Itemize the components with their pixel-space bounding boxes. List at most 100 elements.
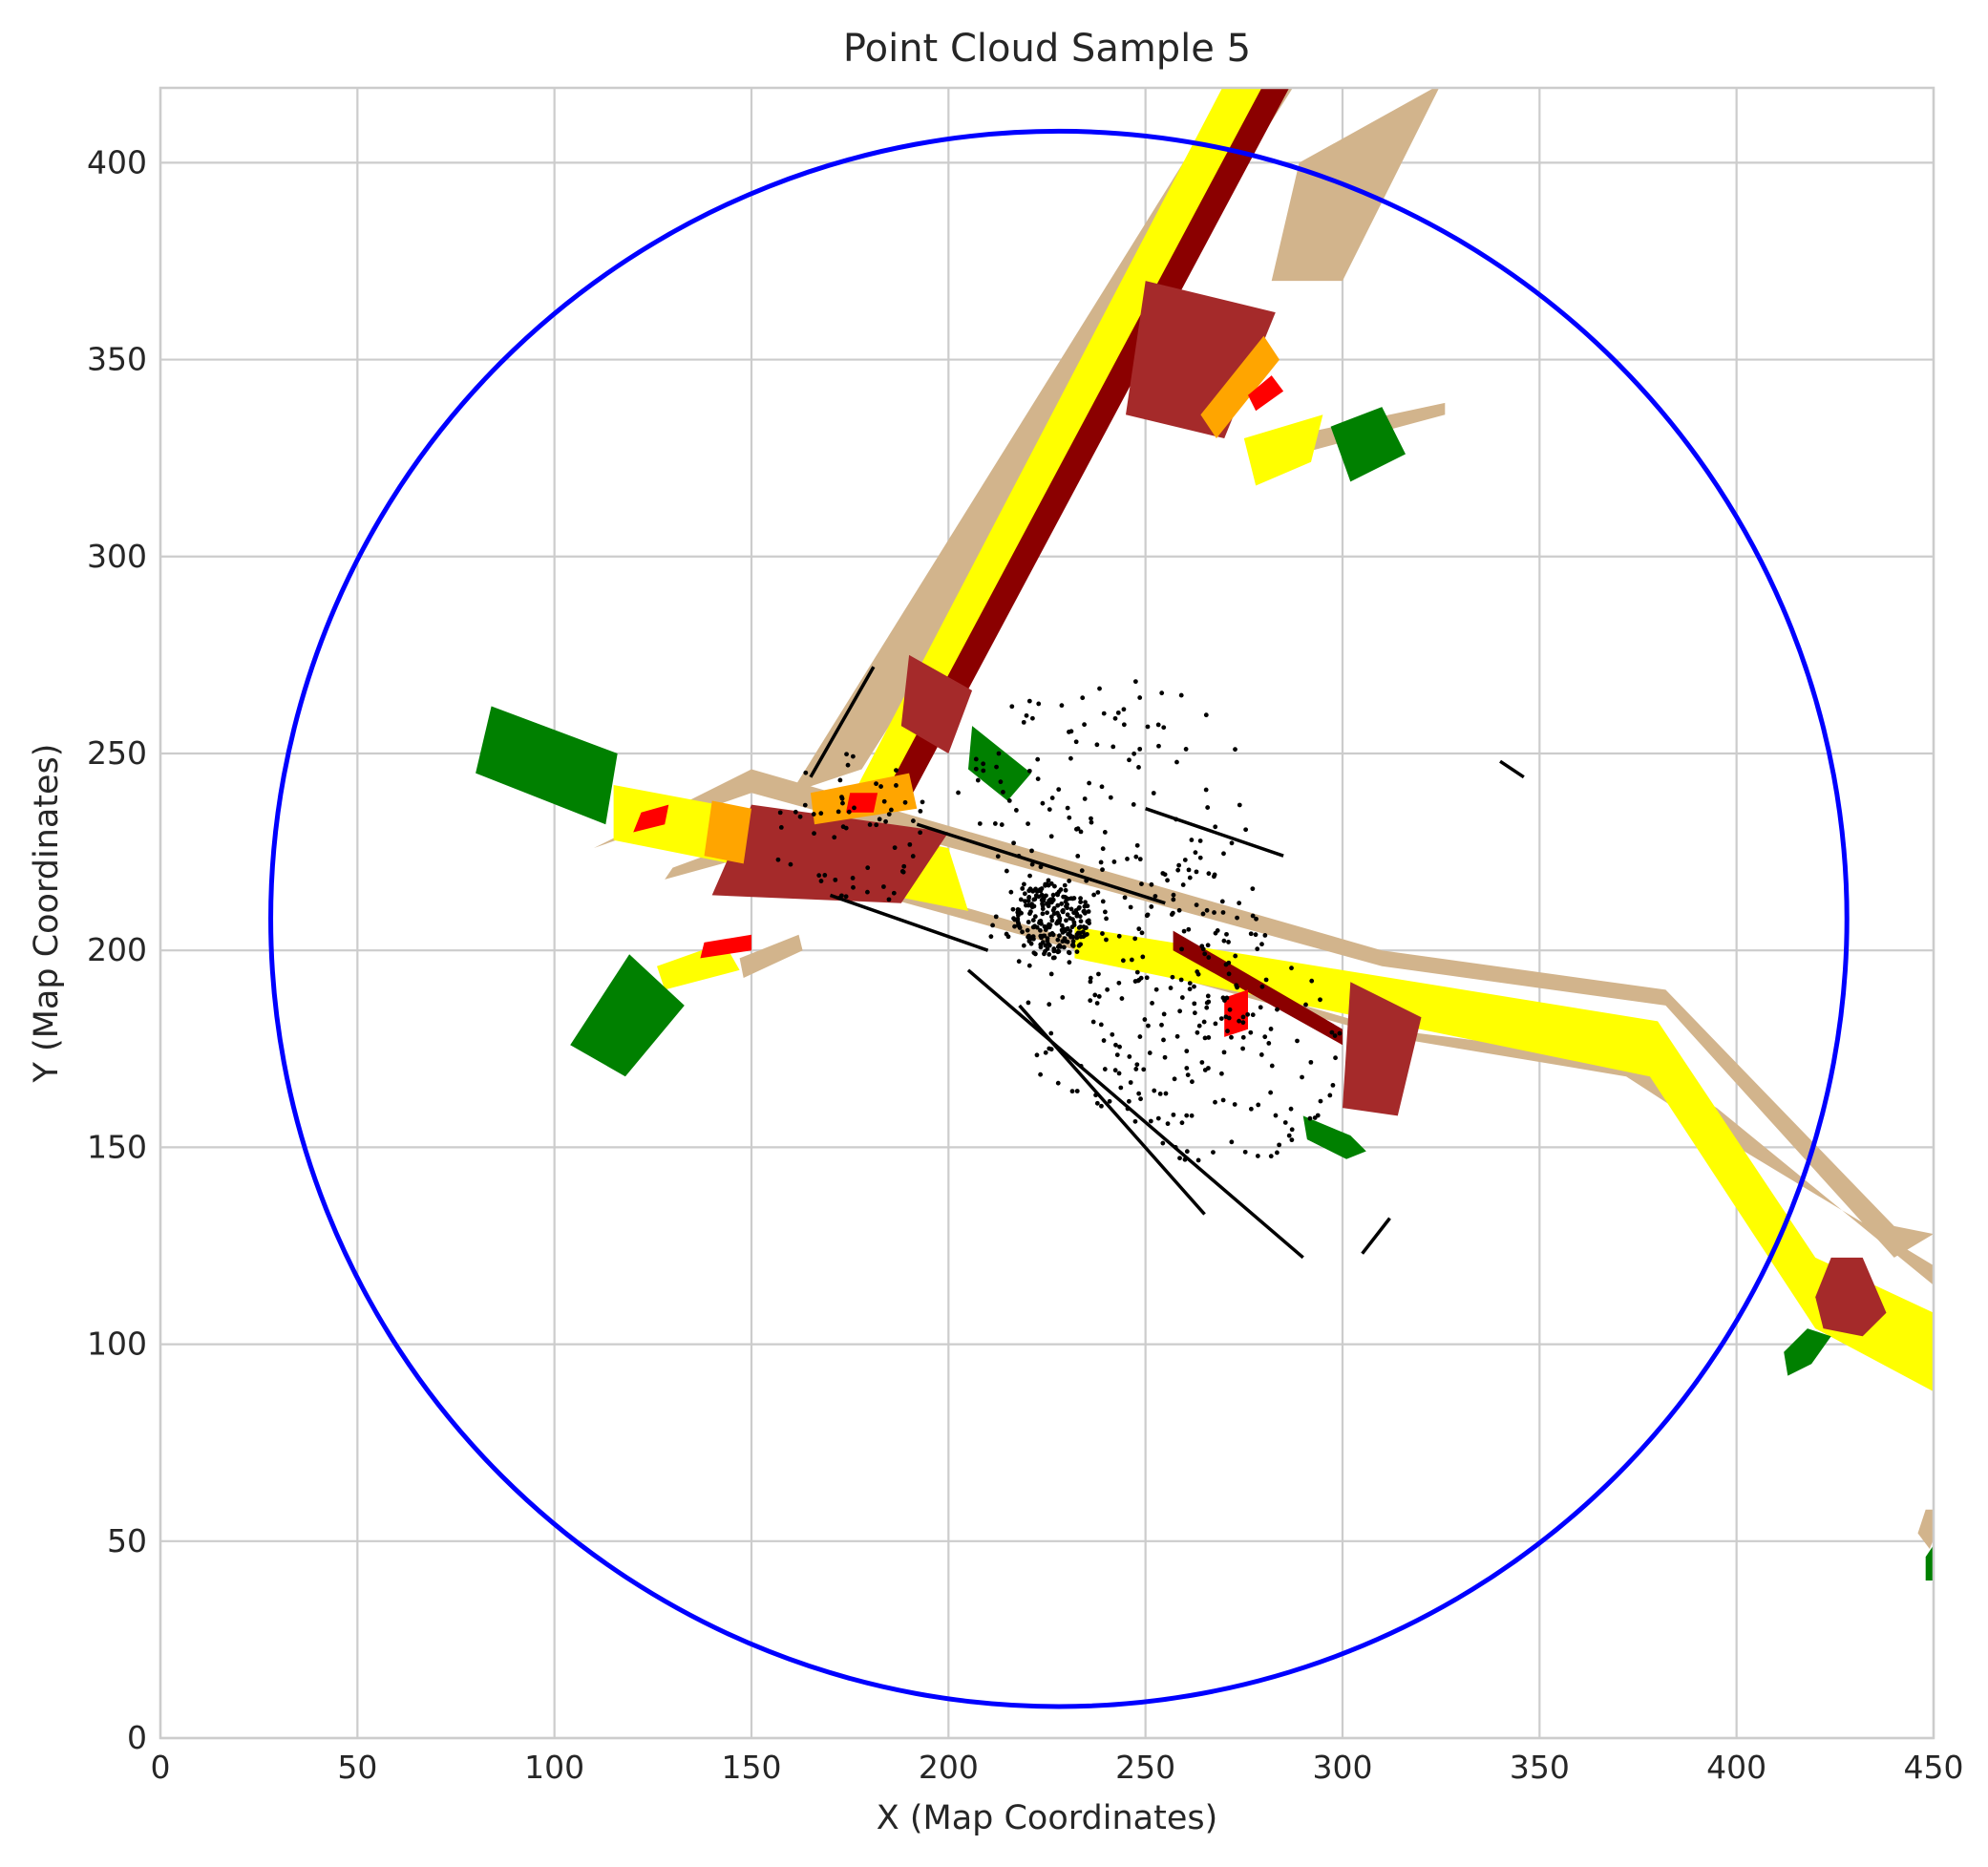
point: [1259, 984, 1265, 989]
point: [832, 835, 837, 840]
lane-polygon: [1243, 414, 1323, 486]
point: [1047, 897, 1053, 902]
point: [1028, 941, 1034, 946]
point: [1049, 918, 1055, 923]
point: [1150, 1000, 1154, 1006]
point: [843, 894, 849, 900]
point: [1330, 1082, 1336, 1088]
point: [1332, 1033, 1338, 1038]
point: [1026, 821, 1030, 827]
point: [1138, 975, 1144, 981]
point: [1140, 954, 1146, 960]
point: [1254, 916, 1258, 922]
point: [1026, 768, 1032, 774]
point: [1243, 827, 1249, 833]
x-tick-label: 150: [722, 1749, 782, 1786]
point-line: [809, 666, 876, 778]
point: [1034, 889, 1040, 894]
point: [1047, 951, 1052, 957]
point: [850, 876, 856, 880]
point: [1040, 940, 1046, 945]
point: [1169, 912, 1174, 917]
point: [1197, 855, 1203, 860]
x-tick-label: 250: [1115, 1749, 1175, 1786]
point: [1197, 838, 1203, 843]
point: [1029, 902, 1034, 907]
point: [811, 812, 816, 817]
point: [1046, 878, 1051, 883]
point: [1204, 1005, 1210, 1010]
point: [1237, 901, 1242, 906]
point: [1165, 1121, 1171, 1127]
point: [1032, 951, 1038, 957]
point: [1289, 1127, 1295, 1133]
vegetation-polygon: [1784, 1328, 1831, 1376]
point: [1199, 1060, 1205, 1065]
point: [1073, 739, 1079, 745]
point: [1038, 927, 1043, 933]
point: [822, 873, 828, 878]
point: [1065, 805, 1070, 811]
point: [1078, 919, 1084, 924]
point: [990, 923, 995, 928]
point: [981, 768, 986, 774]
point: [1286, 1133, 1292, 1138]
point: [1152, 1088, 1157, 1093]
point: [1184, 1149, 1190, 1155]
point: [900, 869, 906, 875]
point: [1026, 1000, 1031, 1006]
point: [1138, 1096, 1143, 1102]
point: [1186, 926, 1192, 932]
point: [1134, 969, 1140, 975]
point: [1091, 892, 1096, 898]
point: [1076, 943, 1082, 948]
point: [886, 812, 892, 817]
point: [1043, 924, 1048, 930]
point: [874, 781, 878, 787]
point: [1149, 904, 1154, 909]
point: [1045, 936, 1050, 942]
point: [1282, 1120, 1288, 1125]
point: [1057, 933, 1062, 939]
point: [1092, 992, 1098, 998]
point: [891, 890, 897, 896]
point: [1076, 925, 1082, 930]
point: [1029, 861, 1035, 867]
marking-polygon: [700, 934, 751, 959]
point: [1097, 686, 1102, 691]
point: [1082, 722, 1087, 728]
point: [1201, 1019, 1207, 1025]
point: [1142, 1017, 1148, 1022]
point: [1180, 882, 1186, 887]
point: [1127, 757, 1131, 763]
point: [1263, 977, 1269, 983]
point: [894, 768, 899, 774]
point: [793, 809, 798, 815]
point: [1218, 1071, 1224, 1076]
point: [1067, 879, 1072, 883]
point: [1221, 938, 1227, 944]
point: [1008, 889, 1014, 895]
point: [1004, 868, 1009, 874]
point: [1202, 1035, 1208, 1041]
point: [1048, 1047, 1054, 1052]
x-tick-label: 200: [919, 1749, 979, 1786]
point: [1203, 787, 1209, 793]
point: [1084, 925, 1089, 930]
point: [1327, 1093, 1333, 1098]
point: [1020, 886, 1026, 891]
point: [1083, 900, 1088, 905]
point: [993, 914, 999, 920]
point: [1189, 1113, 1195, 1118]
point: [1226, 940, 1231, 944]
point: [1194, 902, 1199, 908]
point: [1059, 703, 1065, 709]
point: [1262, 1034, 1268, 1040]
point: [1211, 1150, 1216, 1155]
point: [1079, 868, 1085, 874]
point: [1121, 707, 1127, 712]
point: [1132, 1118, 1138, 1124]
vegetation-polygon: [1302, 1115, 1366, 1159]
x-tick-label: 50: [337, 1749, 377, 1786]
point: [1132, 979, 1138, 984]
